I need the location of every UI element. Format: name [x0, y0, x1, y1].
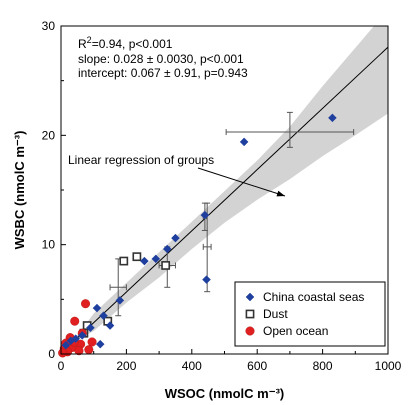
data-point — [162, 244, 172, 254]
legend: China coastal seas Dust Open ocean — [234, 281, 386, 347]
data-point — [77, 331, 87, 340]
data-point — [202, 275, 211, 285]
regression-line — [60, 46, 389, 354]
regression-annotation: Linear regression of groups — [68, 153, 286, 197]
confidence-band — [61, 26, 388, 354]
data-point — [328, 113, 337, 123]
data-point — [239, 137, 249, 147]
y-axis-label: WSBC (nmolC m⁻³) — [12, 131, 27, 250]
data-point — [74, 346, 84, 356]
legend-label: Dust — [263, 307, 288, 321]
data-point — [200, 210, 210, 220]
y-tick-label: 20 — [42, 128, 56, 142]
data-point — [105, 321, 115, 330]
legend-marker — [245, 292, 255, 302]
x-tick-label: 200 — [116, 359, 136, 373]
annotation-arrowhead — [276, 190, 285, 197]
data-point — [61, 340, 71, 350]
x-tick-label: 800 — [313, 359, 333, 373]
legend-label: Open ocean — [263, 324, 328, 338]
slope-text: slope: 0.028 ± 0.0030, p<0.001 — [78, 52, 244, 66]
intercept-text: intercept: 0.067 ± 0.91, p=0.943 — [78, 66, 248, 80]
legend-label: China coastal seas — [263, 290, 364, 304]
data-point — [140, 256, 149, 266]
y-tick-label: 10 — [42, 238, 56, 252]
data-point — [58, 348, 68, 358]
legend-box — [234, 281, 386, 347]
regression-line-layer — [60, 46, 389, 354]
data-point — [84, 345, 94, 355]
r-squared-text: R2=0.94, p<0.001 — [78, 35, 173, 51]
error-bar — [109, 258, 127, 317]
x-tick-label: 1000 — [375, 359, 402, 373]
data-point — [66, 336, 76, 346]
x-tick-label: 600 — [247, 359, 267, 373]
data-point — [115, 296, 125, 305]
annotation-arrow — [197, 167, 286, 197]
legend-marker — [245, 309, 255, 319]
y-tick-label: 0 — [48, 347, 55, 361]
legend-marker — [245, 326, 255, 336]
data-point — [87, 337, 97, 347]
x-tick-label: 400 — [182, 359, 202, 373]
data-point — [92, 303, 102, 313]
data-point — [81, 299, 91, 309]
data-point — [132, 252, 142, 262]
legend-entry: Open ocean — [245, 324, 328, 338]
data-point — [161, 261, 171, 270]
data-point — [151, 254, 161, 264]
regression-annotation-text: Linear regression of groups — [68, 153, 214, 167]
data-point — [95, 339, 105, 349]
legend-entry: China coastal seas — [245, 290, 364, 304]
data-point — [119, 256, 129, 266]
x-tick-label: 0 — [58, 359, 65, 373]
data-point — [171, 233, 180, 243]
series-china-coastal-seas — [61, 113, 337, 350]
data-point — [86, 323, 95, 333]
data-point — [99, 311, 108, 321]
legend-entry: Dust — [245, 307, 288, 321]
confidence-band-layer — [61, 26, 388, 354]
regression-stats: R2=0.94, p<0.001 slope: 0.028 ± 0.0030, … — [78, 35, 248, 80]
axes-layer: 0 200 400 600 800 1000 0 10 20 30 — [42, 19, 402, 373]
data-point — [70, 316, 80, 326]
x-axis-label: WSOC (nmolC m⁻³) — [165, 386, 285, 401]
data-points-layer — [58, 113, 337, 358]
y-tick-label: 30 — [42, 19, 56, 33]
error-bar — [225, 111, 355, 148]
